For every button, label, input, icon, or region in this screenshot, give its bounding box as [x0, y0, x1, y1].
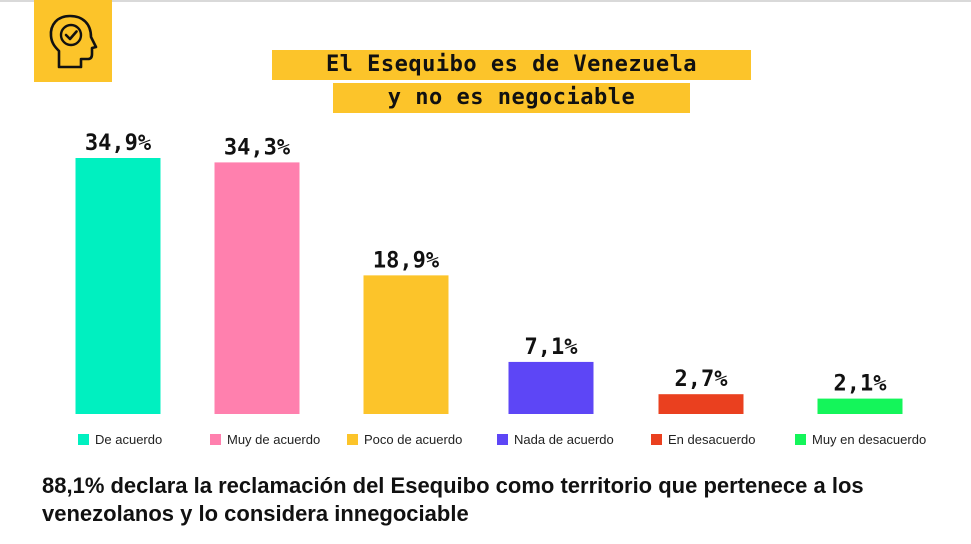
legend-swatch: [497, 434, 508, 445]
bar-muy-de-acuerdo: [214, 162, 300, 414]
bar-value-label: 34,3%: [224, 135, 291, 160]
bar-chart: 34,9% 34,3% 18,9% 7,1% 2,7% 2,1%: [75, 131, 903, 414]
logo: [34, 0, 112, 82]
legend-item: Poco de acuerdo: [347, 432, 462, 448]
legend-label: Poco de acuerdo: [364, 432, 463, 447]
legend-swatch: [651, 434, 662, 445]
bar-poco-de-acuerdo: [363, 275, 449, 414]
legend-swatch: [78, 434, 89, 445]
chart-title-line2: y no es negociable: [333, 83, 690, 113]
bar-de-acuerdo: [75, 158, 161, 414]
legend-item: Nada de acuerdo: [497, 432, 614, 448]
bar-value-label: 2,1%: [834, 372, 888, 397]
chart-title-line1: El Esequibo es de Venezuela: [272, 50, 751, 80]
legend-label: De acuerdo: [95, 432, 163, 447]
legend-item: De acuerdo: [78, 432, 162, 448]
head-checkmark-icon: [49, 14, 98, 69]
top-divider: [0, 0, 971, 2]
bar-nada-de-acuerdo: [508, 361, 594, 414]
bar-value-label: 18,9%: [373, 248, 440, 273]
bar-value-label: 34,9%: [85, 131, 152, 156]
legend-label: En desacuerdo: [668, 432, 756, 447]
legend-label: Muy de acuerdo: [227, 432, 321, 447]
legend-item: En desacuerdo: [651, 432, 755, 448]
legend-item: Muy de acuerdo: [210, 432, 320, 448]
legend-swatch: [210, 434, 221, 445]
legend-swatch: [347, 434, 358, 445]
bar-muy-en-desacuerdo: [817, 398, 903, 414]
footer-summary: 88,1% declara la reclamación del Esequib…: [42, 473, 864, 526]
legend-item: Muy en desacuerdo: [795, 432, 926, 448]
bar-en-desacuerdo: [658, 394, 744, 414]
bar-value-label: 7,1%: [525, 335, 579, 360]
legend-swatch: [795, 434, 806, 445]
bar-value-label: 2,7%: [675, 367, 729, 392]
legend-label: Muy en desacuerdo: [812, 432, 927, 447]
legend-label: Nada de acuerdo: [514, 432, 614, 447]
